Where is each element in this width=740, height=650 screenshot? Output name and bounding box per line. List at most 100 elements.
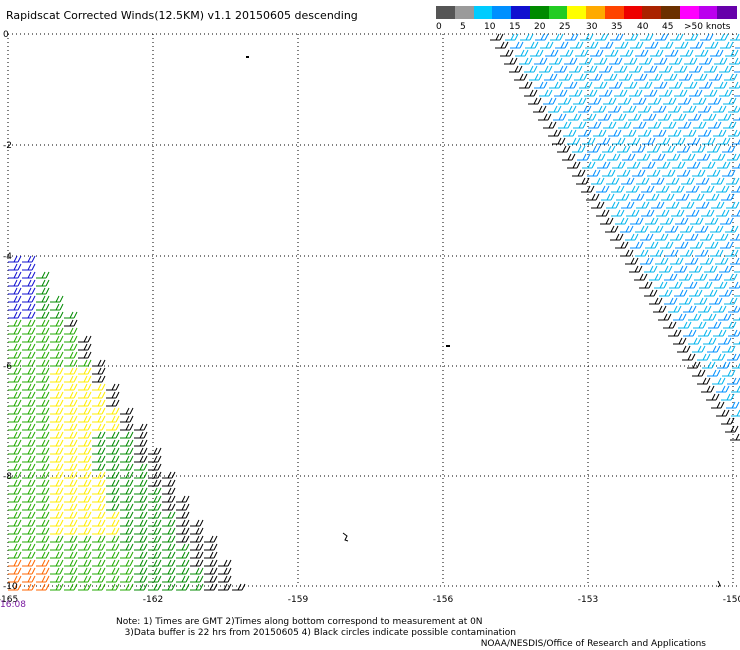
wind-barb xyxy=(644,265,658,273)
wind-barb xyxy=(162,479,176,487)
wind-barb xyxy=(78,583,92,591)
wind-barb xyxy=(36,575,50,583)
wind-barb xyxy=(500,49,514,57)
wind-barb xyxy=(78,375,92,383)
wind-barb xyxy=(702,161,716,169)
wind-barb xyxy=(176,535,190,543)
wind-barb xyxy=(608,129,622,137)
x-tick-label: -159 xyxy=(288,595,309,605)
wind-barb xyxy=(704,65,718,73)
wind-barb xyxy=(22,287,36,295)
wind-barb xyxy=(36,543,50,551)
wind-barb xyxy=(92,543,106,551)
wind-barb xyxy=(50,303,64,311)
wind-barb xyxy=(731,409,740,417)
x-tick-label: -156 xyxy=(433,595,454,605)
wind-barb xyxy=(514,73,528,81)
wind-barb xyxy=(22,431,36,439)
wind-barb xyxy=(64,455,78,463)
wind-barb xyxy=(689,265,703,273)
wind-barb xyxy=(683,129,697,137)
wind-barb xyxy=(22,375,36,383)
wind-barb xyxy=(579,81,593,89)
wind-barb xyxy=(36,335,50,343)
x-tick-label: -150 xyxy=(723,595,740,605)
wind-barb xyxy=(148,559,162,567)
wind-barb xyxy=(64,343,78,351)
wind-barb xyxy=(640,233,654,241)
wind-barb xyxy=(106,559,120,567)
wind-barb xyxy=(696,177,710,185)
wind-barb xyxy=(641,209,655,217)
wind-barb xyxy=(120,415,134,423)
legend-swatch xyxy=(698,6,718,19)
wind-barb xyxy=(707,345,721,353)
wind-barb xyxy=(22,351,36,359)
wind-barb xyxy=(176,503,190,511)
wind-barb xyxy=(36,551,50,559)
wind-barb xyxy=(689,289,703,297)
wind-barb xyxy=(530,49,544,57)
wind-barb xyxy=(120,575,134,583)
wind-barb xyxy=(593,105,607,113)
wind-barb xyxy=(106,439,120,447)
wind-barb xyxy=(684,57,698,65)
wind-barb xyxy=(624,57,638,65)
wind-barb xyxy=(713,105,727,113)
wind-barb xyxy=(674,89,688,97)
wind-barb xyxy=(714,57,728,65)
wind-barb xyxy=(680,249,694,257)
legend-swatch xyxy=(567,6,587,19)
wind-barb xyxy=(678,97,692,105)
wind-barb xyxy=(671,185,685,193)
wind-barb xyxy=(50,359,64,367)
wind-barb xyxy=(8,319,22,327)
wind-barb xyxy=(654,281,668,289)
wind-barb xyxy=(92,471,106,479)
wind-barb xyxy=(711,401,725,409)
wind-barb xyxy=(36,319,50,327)
wind-barb xyxy=(717,161,731,169)
wind-barb xyxy=(724,73,738,81)
wind-barb xyxy=(602,169,616,177)
wind-barb xyxy=(78,335,92,343)
wind-barb xyxy=(36,431,50,439)
wind-barb xyxy=(651,201,665,209)
wind-barb xyxy=(8,415,22,423)
wind-barb xyxy=(8,559,22,567)
wind-barb xyxy=(509,65,523,73)
wind-barb xyxy=(22,567,36,575)
wind-barb xyxy=(50,391,64,399)
wind-barb xyxy=(120,535,134,543)
wind-barb xyxy=(106,495,120,503)
longitude-tick-labels: -165 -162 -159 -156 -153 -150 xyxy=(0,595,740,605)
wind-barb xyxy=(64,327,78,335)
wind-barb xyxy=(8,375,22,383)
wind-barb xyxy=(176,567,190,575)
wind-barb xyxy=(590,49,604,57)
wind-barb xyxy=(575,49,589,57)
wind-barb xyxy=(8,287,22,295)
wind-barb xyxy=(134,423,148,431)
wind-barb xyxy=(621,201,635,209)
wind-barb xyxy=(630,41,644,49)
wind-barb xyxy=(50,455,64,463)
wind-barb xyxy=(22,463,36,471)
wind-barb xyxy=(8,543,22,551)
wind-barb xyxy=(36,567,50,575)
wind-barb xyxy=(592,153,606,161)
wind-barb xyxy=(558,97,572,105)
wind-barb xyxy=(567,137,581,145)
wind-barb xyxy=(559,73,573,81)
wind-barb xyxy=(92,511,106,519)
wind-barb xyxy=(719,65,733,73)
wind-barb xyxy=(36,343,50,351)
wind-barb xyxy=(134,447,148,455)
wind-barb xyxy=(106,431,120,439)
wind-barb xyxy=(614,65,628,73)
wind-barb xyxy=(106,511,120,519)
wind-barb xyxy=(8,519,22,527)
isolated-point xyxy=(446,345,450,347)
wind-barb xyxy=(597,161,611,169)
wind-barb xyxy=(120,423,134,431)
